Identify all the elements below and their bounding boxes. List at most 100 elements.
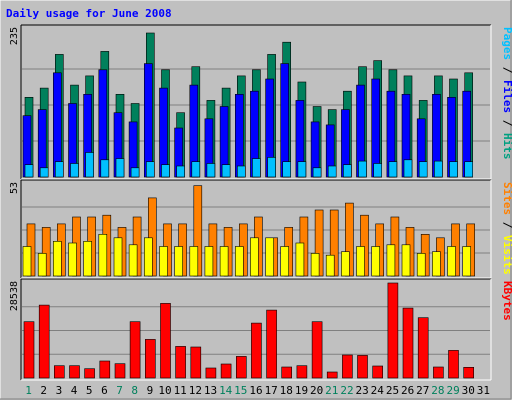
- bar-kbytes: [23, 321, 35, 379]
- bar-pages: [464, 161, 474, 178]
- bar-pages: [146, 161, 155, 178]
- x-tick-label: 28: [431, 384, 444, 397]
- bar-visits: [401, 244, 411, 277]
- legend-item-files: Files: [501, 80, 512, 113]
- x-axis-labels: 1 2 3 4 5 6 7 8 9 10 11 12 13 14 15 16 17 18 19 20 21 22 23 24 2…: [25, 384, 490, 397]
- bar-files: [159, 87, 168, 178]
- bar-visits: [159, 246, 168, 277]
- y-max-label-bottom: 28538: [9, 281, 20, 311]
- x-tick-label: 30: [462, 384, 475, 397]
- bar-kbytes: [175, 346, 186, 379]
- bar-kbytes: [145, 339, 156, 379]
- bar-files: [371, 78, 381, 178]
- bar-kbytes: [433, 366, 444, 379]
- bar-pages: [418, 161, 428, 178]
- bar-visits: [219, 246, 229, 277]
- bar-pages: [297, 161, 307, 178]
- bar-pages: [115, 158, 125, 178]
- bar-visits: [128, 244, 138, 277]
- x-tick-label: 8: [131, 384, 138, 397]
- legend-separator: /: [501, 113, 512, 133]
- bar-pages: [130, 167, 140, 178]
- bar-kbytes: [296, 365, 308, 379]
- series-pages: [24, 152, 474, 178]
- bar-visits: [98, 234, 108, 277]
- legend-item-visits: Visits: [501, 235, 512, 275]
- bar-visits: [432, 251, 441, 277]
- x-tick-label: 29: [446, 384, 459, 397]
- bar-pages: [206, 163, 216, 178]
- x-tick-label: 2: [40, 384, 47, 397]
- bar-pages: [24, 164, 34, 178]
- legend-item-hits: Hits: [501, 133, 512, 160]
- bar-visits: [174, 246, 183, 277]
- bar-visits: [189, 246, 199, 277]
- bar-pages: [54, 161, 64, 178]
- bar-visits: [265, 237, 274, 277]
- bar-kbytes: [99, 360, 111, 379]
- bar-pages: [39, 167, 49, 178]
- bar-visits: [462, 246, 472, 277]
- x-tick-label: 23: [355, 384, 368, 397]
- legend-item-sites: Sites: [501, 182, 512, 215]
- x-tick-label: 12: [189, 384, 202, 397]
- bar-pages: [373, 163, 383, 178]
- bar-kbytes: [220, 363, 232, 379]
- legend-middle: Sites / Visits: [501, 182, 512, 275]
- bar-pages: [176, 165, 185, 178]
- panel-top: 235 Pages / Files / Hits: [9, 24, 512, 180]
- legend-bottom: KBytes: [501, 281, 512, 321]
- x-tick-label: 6: [101, 384, 108, 397]
- x-tick-label: 19: [295, 384, 308, 397]
- bar-kbytes: [372, 365, 384, 379]
- bar-kbytes: [114, 363, 126, 379]
- bar-kbytes: [448, 350, 459, 379]
- bar-pages: [312, 167, 322, 178]
- chart-title: Daily usage for June 2008: [6, 7, 172, 20]
- y-max-label-middle: 53: [9, 182, 20, 194]
- x-tick-label: 4: [71, 384, 78, 397]
- bar-pages: [358, 160, 367, 178]
- x-tick-label: 17: [265, 384, 278, 397]
- x-tick-label: 18: [280, 384, 293, 397]
- x-tick-label: 7: [116, 384, 123, 397]
- bar-visits: [371, 246, 381, 277]
- x-tick-label: 5: [86, 384, 93, 397]
- bar-visits: [341, 251, 350, 277]
- bar-kbytes: [326, 371, 338, 379]
- bar-files: [235, 94, 244, 178]
- bar-visits: [325, 254, 335, 277]
- bar-visits: [68, 242, 77, 277]
- legend-item-kbytes: KBytes: [501, 281, 512, 321]
- bar-kbytes: [38, 304, 50, 379]
- bar-kbytes: [129, 321, 141, 379]
- bar-pages: [327, 165, 337, 178]
- bar-kbytes: [402, 307, 414, 379]
- x-tick-label: 20: [310, 384, 323, 397]
- bar-visits: [113, 237, 123, 277]
- bar-kbytes: [160, 303, 171, 379]
- bar-pages: [388, 161, 398, 178]
- x-tick-label: 14: [219, 384, 233, 397]
- bar-kbytes: [190, 346, 202, 379]
- bar-visits: [447, 246, 456, 277]
- x-tick-label: 25: [386, 384, 399, 397]
- bar-visits: [37, 253, 47, 277]
- bar-kbytes: [417, 317, 429, 379]
- bar-visits: [52, 241, 62, 277]
- bar-visits: [144, 237, 153, 277]
- x-tick-label: 26: [401, 384, 414, 397]
- bar-kbytes: [84, 368, 95, 379]
- bar-kbytes: [463, 366, 475, 379]
- legend-item-pages: Pages: [501, 27, 512, 60]
- bar-pages: [100, 159, 110, 178]
- bar-visits: [83, 241, 92, 277]
- x-tick-label: 1: [25, 384, 32, 397]
- bar-visits: [280, 246, 290, 277]
- legend-top: Pages / Files / Hits: [501, 27, 512, 160]
- x-tick-label: 9: [147, 384, 154, 397]
- bar-kbytes: [281, 366, 293, 379]
- bar-pages: [343, 164, 352, 178]
